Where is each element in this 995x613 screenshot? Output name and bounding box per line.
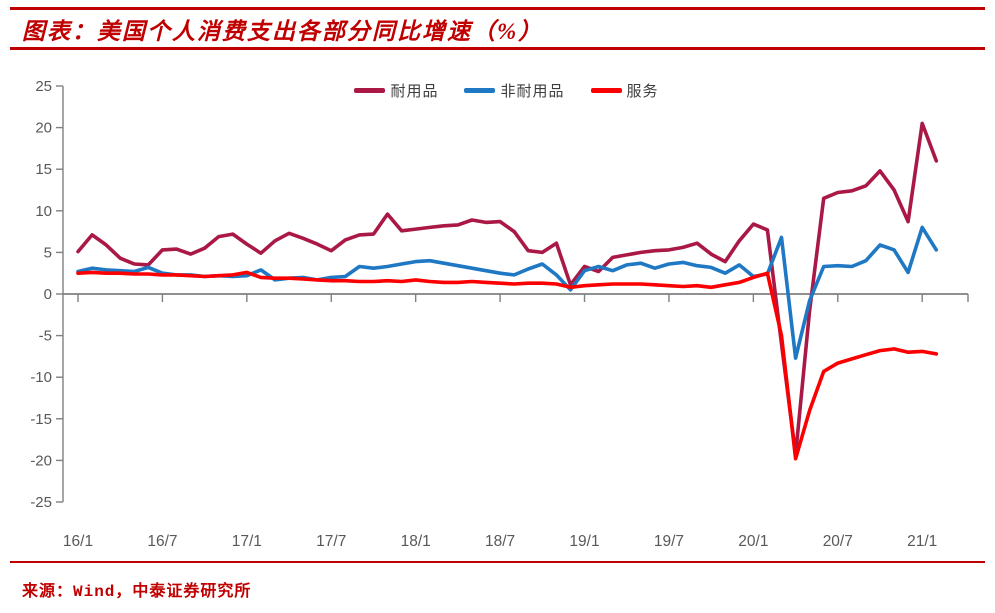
x-axis-tick-label: 18/7 <box>485 533 515 550</box>
x-axis-tick-label: 21/1 <box>907 533 937 550</box>
x-axis-tick-label: 19/7 <box>654 533 684 550</box>
x-axis-tick-label: 17/1 <box>232 533 262 550</box>
y-axis-tick-label: 0 <box>44 286 52 303</box>
line-chart: 耐用品 非耐用品 服务 25 20 15 10 5 0 -5 -10 -15 -20 -25 16/1… <box>0 60 995 560</box>
y-axis-tick-label: 10 <box>35 203 52 220</box>
y-axis-tick-label: 15 <box>35 161 52 178</box>
legend-swatch-durables <box>354 88 386 93</box>
top-rule <box>10 7 985 10</box>
x-axis-tick-label: 20/1 <box>738 533 768 550</box>
x-axis-tick-label: 17/7 <box>316 533 346 550</box>
x-axis-tick-label: 20/7 <box>823 533 853 550</box>
y-axis-tick-label: 25 <box>35 78 52 95</box>
x-axis-tick-label: 19/1 <box>569 533 599 550</box>
legend-label-nondurables: 非耐用品 <box>500 84 565 100</box>
line-services <box>76 270 939 461</box>
legend-swatch-services <box>590 88 622 93</box>
legend-item-nondurables: 非耐用品 <box>464 80 564 101</box>
legend-item-durables: 耐用品 <box>354 80 438 101</box>
y-axis-tick-label: -15 <box>30 411 52 428</box>
y-axis-tick-label: -10 <box>30 369 52 386</box>
figure-title: 图表：美国个人消费支出各部分同比增速（%） <box>22 19 544 44</box>
x-axis-tick-label: 16/7 <box>147 533 177 550</box>
bottom-rule <box>10 561 985 563</box>
legend-swatch-nondurables <box>464 88 496 93</box>
legend-item-services: 服务 <box>590 80 659 101</box>
y-axis-tick-label: -25 <box>30 494 52 511</box>
y-axis-tick-label: 5 <box>44 244 52 261</box>
source-note: 来源：Wind，中泰证券研究所 <box>22 583 252 601</box>
legend-label-durables: 耐用品 <box>390 84 439 100</box>
chart-legend: 耐用品 非耐用品 服务 <box>63 80 950 101</box>
y-axis-tick-label: 20 <box>35 120 52 137</box>
title-underline-rule <box>10 47 985 50</box>
x-axis-tick-label: 16/1 <box>63 533 93 550</box>
y-axis-tick-label: -20 <box>30 452 52 469</box>
y-axis-tick-label: -5 <box>39 328 52 345</box>
line-durables <box>76 121 939 457</box>
plot-area: 25 20 15 10 5 0 -5 -10 -15 -20 -25 16/1 16/7 17/1 17/7… <box>30 78 969 550</box>
legend-label-services: 服务 <box>626 84 659 100</box>
x-axis-tick-label: 18/1 <box>401 533 431 550</box>
